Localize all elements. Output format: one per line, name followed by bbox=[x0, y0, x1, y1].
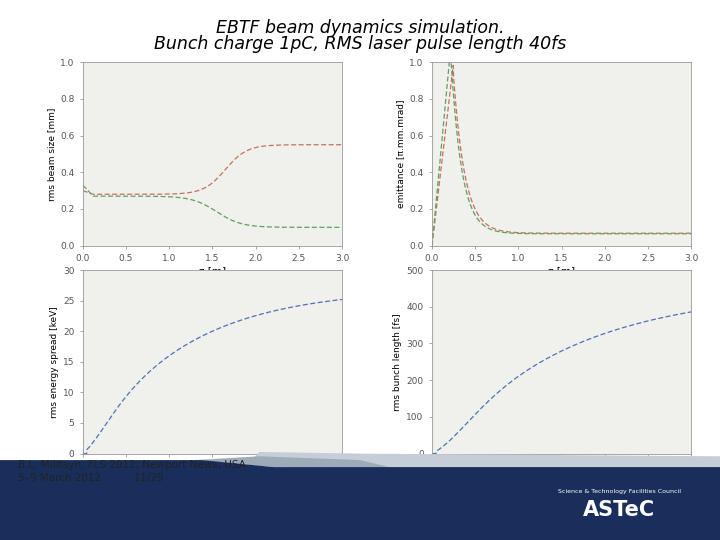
Text: 5–9 March 2012          11/29: 5–9 March 2012 11/29 bbox=[18, 473, 163, 483]
Text: EBTF beam dynamics simulation.: EBTF beam dynamics simulation. bbox=[216, 19, 504, 37]
X-axis label: z [m]: z [m] bbox=[548, 474, 575, 484]
X-axis label: z [m]: z [m] bbox=[548, 266, 575, 276]
X-axis label: z [m]: z [m] bbox=[199, 266, 226, 276]
Y-axis label: emittance [π.mm.mrad]: emittance [π.mm.mrad] bbox=[396, 100, 405, 208]
Y-axis label: rms bunch length [fs]: rms bunch length [fs] bbox=[393, 313, 402, 410]
Y-axis label: rms beam size [mm]: rms beam size [mm] bbox=[47, 107, 56, 200]
Y-axis label: rms energy spread [keV]: rms energy spread [keV] bbox=[50, 306, 59, 417]
Text: Science & Technology Facilities Council: Science & Technology Facilities Council bbox=[558, 489, 680, 494]
Text: ASTeC: ASTeC bbox=[583, 500, 655, 521]
Text: Bunch charge 1pC, RMS laser pulse length 40fs: Bunch charge 1pC, RMS laser pulse length… bbox=[154, 35, 566, 53]
X-axis label: z [m]: z [m] bbox=[199, 474, 226, 484]
Text: B.L. Militsyn, FLS 2012, Newport News, USA: B.L. Militsyn, FLS 2012, Newport News, U… bbox=[18, 460, 246, 470]
